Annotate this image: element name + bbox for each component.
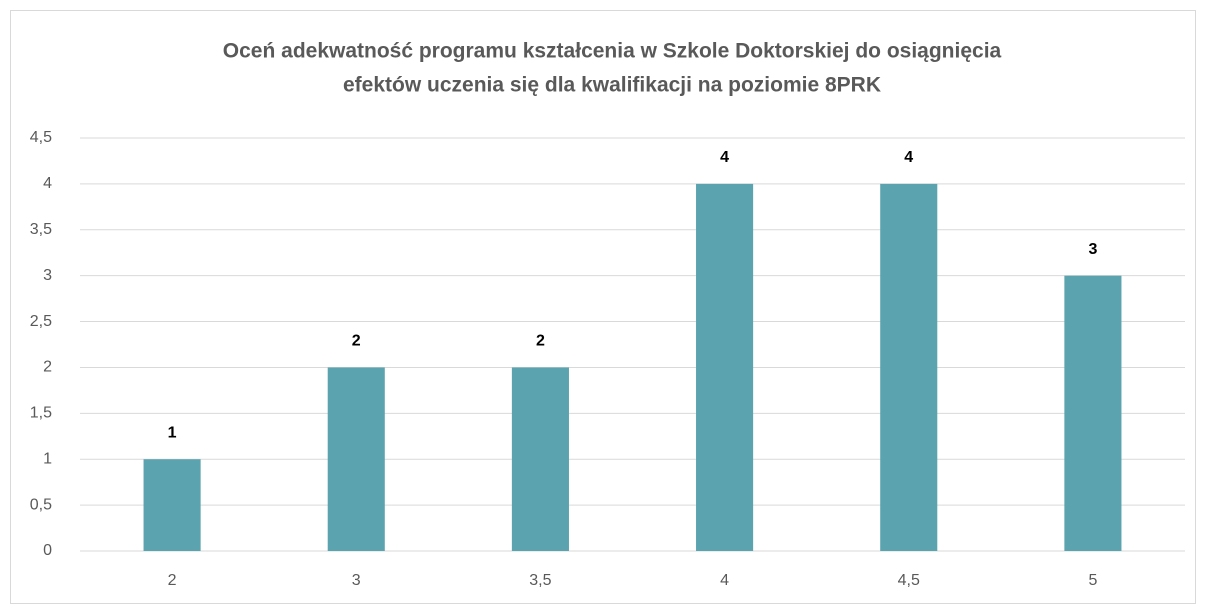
x-tick-label: 2	[168, 572, 177, 589]
bar	[880, 183, 938, 551]
y-tick-label: 1,5	[30, 405, 52, 422]
bar	[696, 183, 754, 551]
data-label: 3	[1088, 241, 1097, 258]
bar	[511, 367, 569, 551]
x-tick-label: 4	[720, 572, 729, 589]
y-tick-label: 3	[43, 267, 52, 284]
chart-title: Oceń adekwatność programu kształcenia w …	[223, 40, 1002, 63]
y-tick-label: 4	[43, 175, 52, 192]
bar	[327, 367, 385, 551]
data-label: 2	[536, 333, 545, 350]
data-label: 1	[168, 424, 177, 441]
x-tick-label: 5	[1088, 572, 1097, 589]
bar	[1064, 275, 1122, 551]
x-tick-label: 3,5	[529, 572, 551, 589]
x-tick-label: 3	[352, 572, 361, 589]
x-tick-label: 4,5	[898, 572, 920, 589]
y-tick-label: 1	[43, 450, 52, 467]
y-tick-label: 2,5	[30, 313, 52, 330]
y-tick-label: 4,5	[30, 129, 52, 146]
y-tick-label: 2	[43, 359, 52, 376]
y-tick-label: 0,5	[30, 496, 52, 513]
bar	[143, 459, 201, 551]
y-tick-label: 3,5	[30, 221, 52, 238]
data-label: 2	[352, 333, 361, 350]
data-label: 4	[904, 149, 913, 166]
chart-title: efektów uczenia się dla kwalifikacji na …	[343, 74, 881, 97]
y-tick-label: 0	[43, 542, 52, 559]
data-label: 4	[720, 149, 729, 166]
